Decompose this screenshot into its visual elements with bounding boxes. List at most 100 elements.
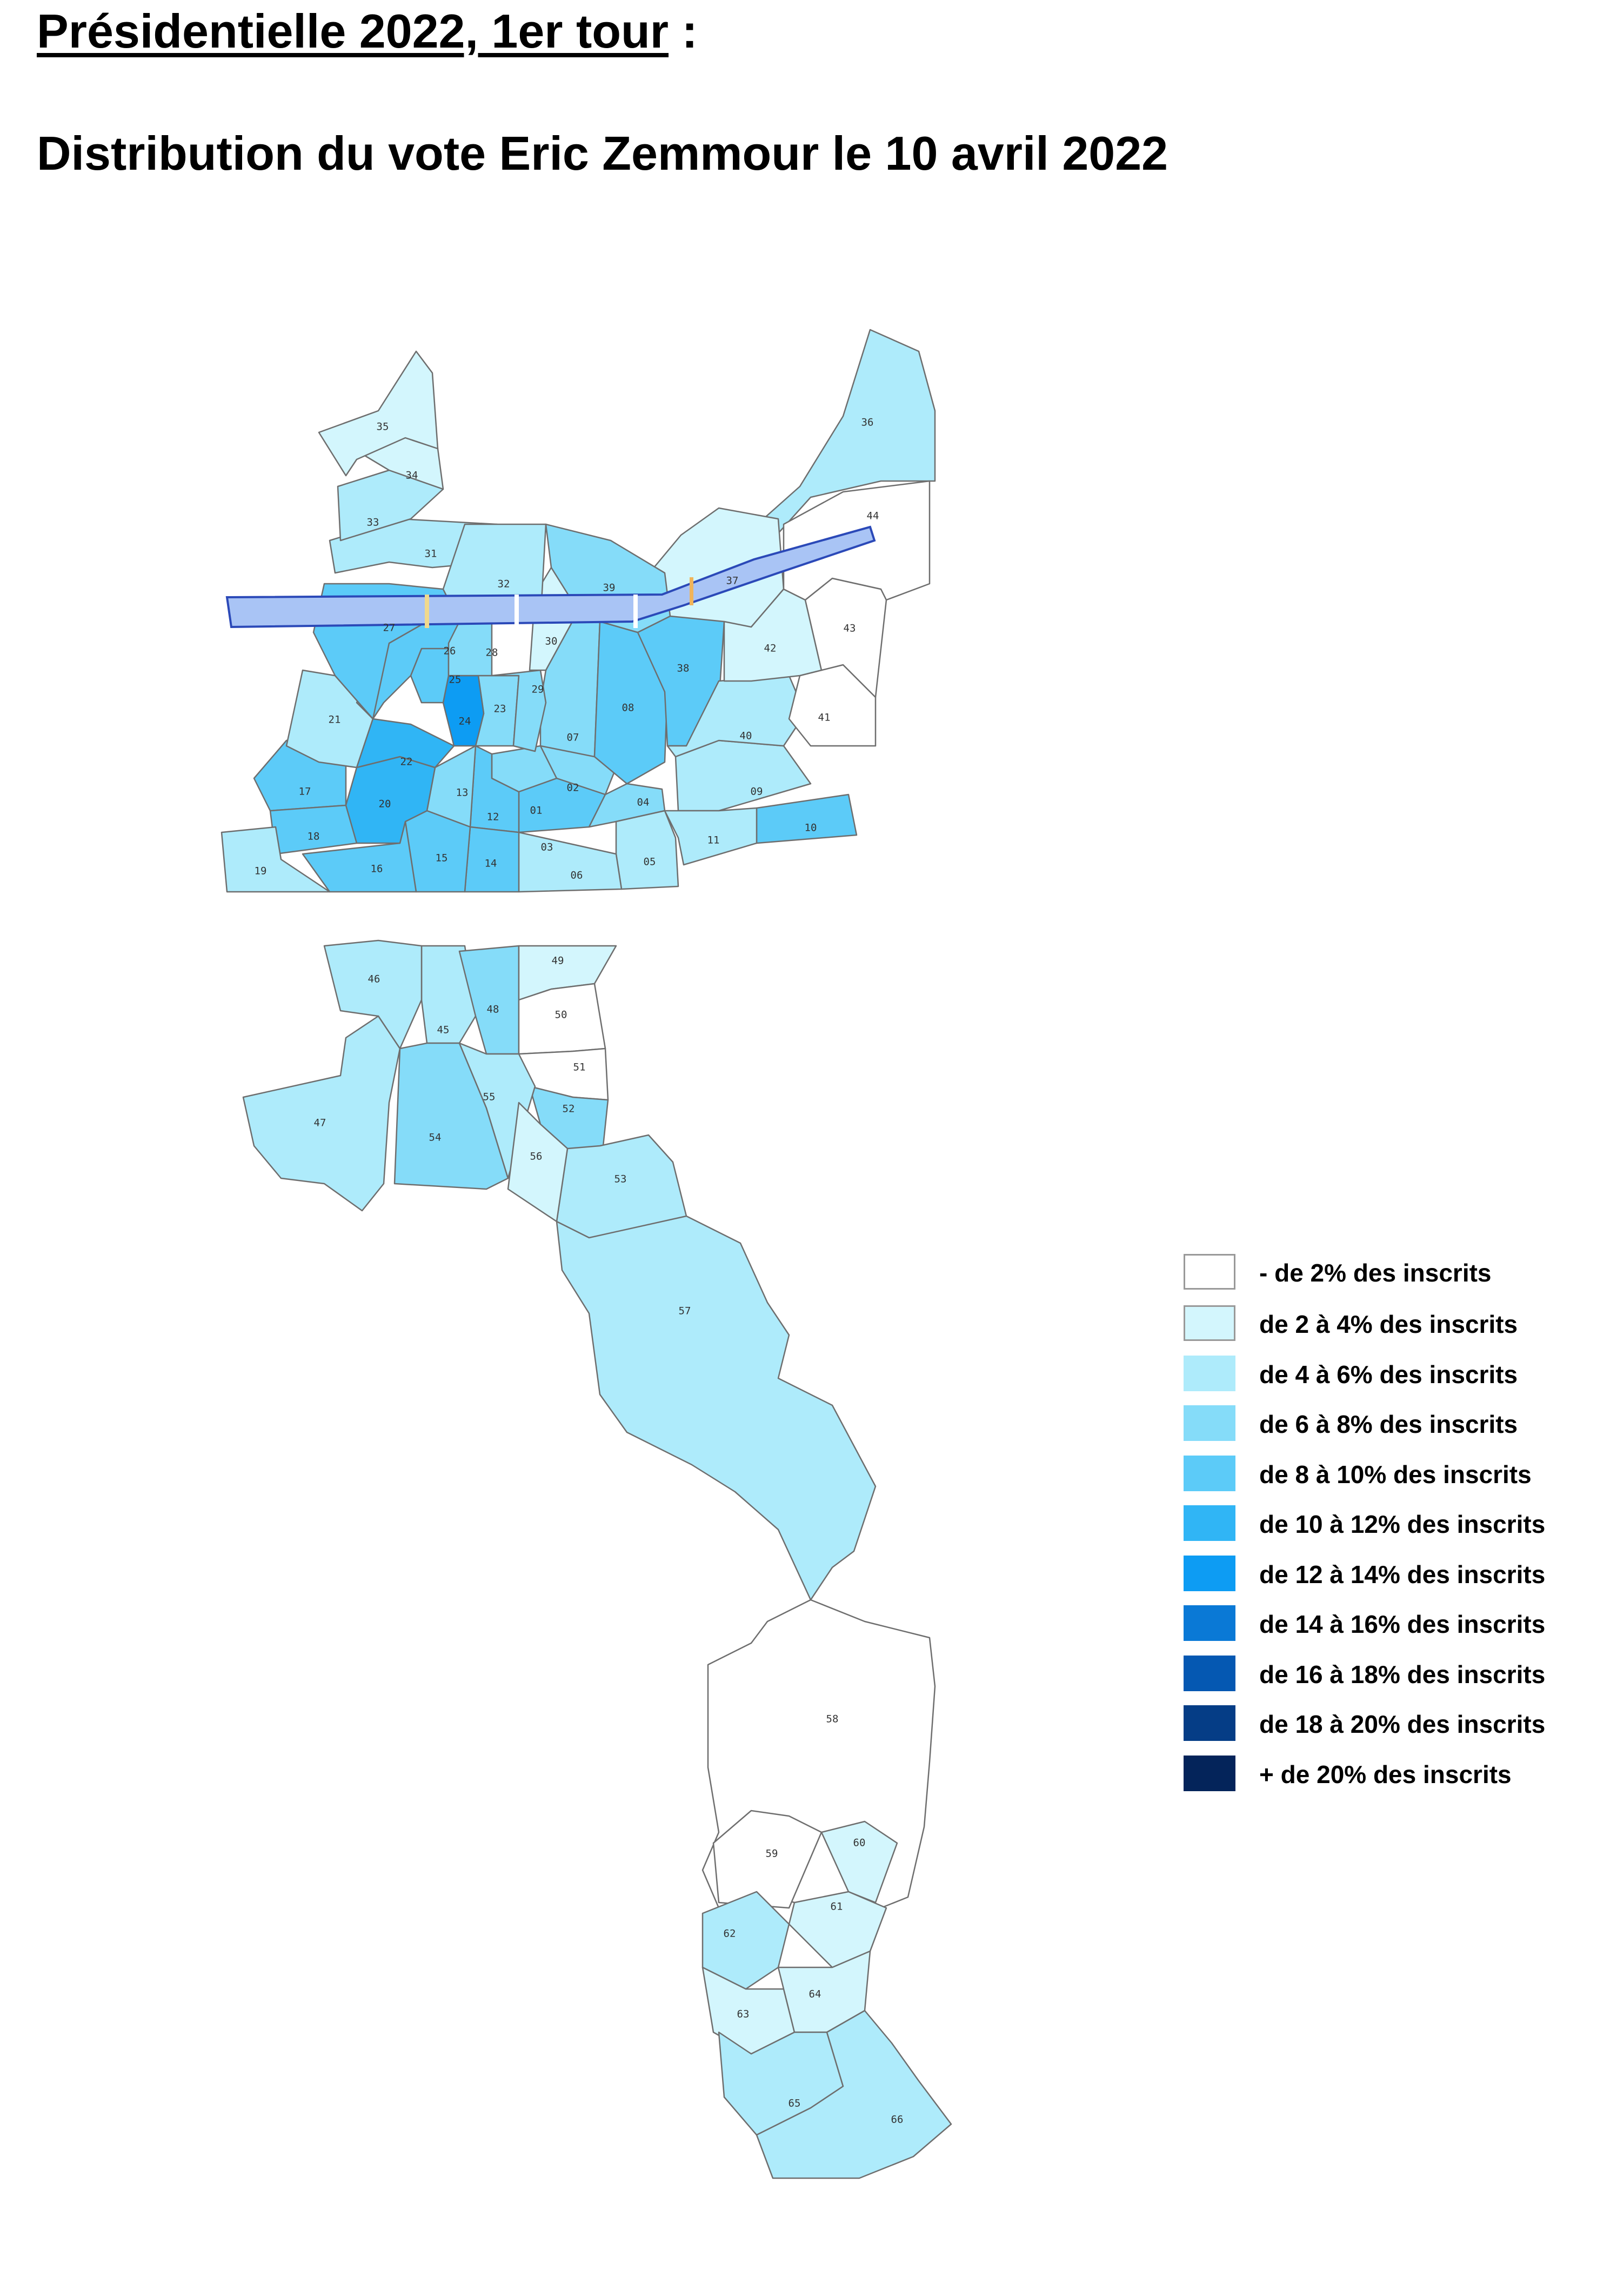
bureau-label-39: 39 — [603, 582, 616, 594]
bureau-label-54: 54 — [429, 1132, 442, 1144]
title-main: Présidentielle 2022, 1er tour — [37, 4, 669, 58]
bureau-60 — [820, 1820, 898, 1904]
bureau-11 — [664, 807, 758, 866]
bureau-15 — [404, 810, 471, 893]
bureau-label-28: 28 — [486, 647, 498, 659]
legend-label: de 12 à 14% des inscrits — [1259, 1560, 1546, 1588]
bureau-label-47: 47 — [314, 1117, 326, 1129]
bureau-label-22: 22 — [400, 756, 413, 768]
bureau-label-53: 53 — [614, 1173, 627, 1185]
bureau-label-34: 34 — [406, 470, 418, 482]
bureau-label-31: 31 — [425, 548, 437, 560]
bureau-label-48: 48 — [487, 1004, 499, 1016]
bureau-47 — [242, 1015, 401, 1212]
bureau-label-36: 36 — [861, 417, 874, 429]
bureau-56 — [507, 1102, 569, 1223]
legend-swatch — [1184, 1254, 1235, 1290]
bureau-label-42: 42 — [764, 643, 777, 655]
bureau-label-19: 19 — [255, 865, 267, 877]
bureau-label-02: 02 — [567, 782, 579, 794]
bureau-24 — [442, 675, 485, 747]
bureau-label-16: 16 — [371, 863, 383, 875]
bureau-label-49: 49 — [552, 955, 564, 967]
bureau-label-66: 66 — [891, 2114, 904, 2126]
bureau-33 — [337, 469, 444, 542]
bureau-36 — [718, 329, 936, 563]
bureau-label-08: 08 — [622, 702, 634, 714]
bureau-label-25: 25 — [449, 674, 462, 686]
legend-label: de 4 à 6% des inscrits — [1259, 1360, 1518, 1389]
bureau-label-13: 13 — [456, 787, 469, 799]
bureau-09 — [674, 739, 812, 812]
bureau-label-20: 20 — [379, 798, 391, 810]
legend-swatch — [1184, 1305, 1235, 1341]
legend-swatch — [1184, 1356, 1235, 1391]
bureau-label-40: 40 — [740, 730, 752, 742]
bureau-label-65: 65 — [789, 2098, 801, 2110]
bureau-label-27: 27 — [383, 622, 396, 634]
bureau-label-35: 35 — [377, 421, 389, 433]
bureau-35 — [318, 350, 439, 477]
legend-label: de 16 à 18% des inscrits — [1259, 1660, 1546, 1688]
bureau-label-26: 26 — [444, 645, 456, 657]
river-band — [225, 525, 876, 629]
bureau-06 — [518, 831, 623, 893]
bureau-label-10: 10 — [805, 822, 817, 834]
bridge-1 — [425, 595, 429, 628]
bureau-label-32: 32 — [498, 578, 510, 590]
bureau-46 — [323, 939, 423, 1050]
bridge-4 — [690, 577, 693, 605]
bureau-label-62: 62 — [724, 1928, 736, 1940]
legend-label: - de 2% des inscrits — [1259, 1259, 1492, 1287]
bureau-label-59: 59 — [766, 1848, 778, 1860]
bureau-label-60: 60 — [853, 1837, 866, 1849]
bureau-label-38: 38 — [677, 663, 690, 675]
legend-swatch — [1184, 1656, 1235, 1691]
bureau-label-51: 51 — [573, 1062, 586, 1073]
bureau-label-29: 29 — [532, 684, 544, 696]
bridge-2 — [514, 595, 519, 628]
bureau-label-58: 58 — [826, 1713, 839, 1725]
bureau-label-15: 15 — [436, 852, 448, 864]
bureau-label-63: 63 — [737, 2008, 750, 2020]
bureau-19 — [220, 826, 331, 893]
bureau-label-23: 23 — [494, 703, 506, 715]
bureau-label-01: 01 — [530, 805, 543, 817]
legend-swatch — [1184, 1605, 1235, 1641]
bureau-label-50: 50 — [555, 1009, 567, 1021]
bureau-label-41: 41 — [818, 712, 831, 724]
legend-label: de 6 à 8% des inscrits — [1259, 1410, 1518, 1438]
choropleth-map: 01 02 03 04 05 06 07 08 09 10 11 12 13 14 15 16 17 18 19 20… — [220, 329, 952, 2179]
bureau-label-07: 07 — [567, 732, 579, 744]
bureau-label-37: 37 — [726, 575, 739, 587]
bureau-16 — [302, 820, 417, 893]
bureau-label-17: 17 — [299, 786, 311, 798]
legend-label: + de 20% des inscrits — [1259, 1760, 1512, 1788]
legend-label: de 10 à 12% des inscrits — [1259, 1510, 1546, 1538]
legend-swatch — [1184, 1756, 1235, 1791]
bureau-label-64: 64 — [809, 1988, 821, 2000]
legend-label: de 2 à 4% des inscrits — [1259, 1310, 1518, 1338]
bureau-label-46: 46 — [368, 973, 380, 985]
bureau-label-21: 21 — [329, 714, 341, 726]
legend-label: de 18 à 20% des inscrits — [1259, 1710, 1546, 1738]
bureau-40 — [666, 675, 806, 758]
legend-label: de 8 à 10% des inscrits — [1259, 1460, 1532, 1489]
bridge-3 — [633, 595, 638, 628]
legend-swatch — [1184, 1405, 1235, 1441]
bureau-label-56: 56 — [530, 1151, 543, 1163]
bureau-57 — [556, 1215, 877, 1601]
bureau-22 — [356, 718, 455, 769]
page-subtitle: Distribution du vote Eric Zemmour le 10 … — [37, 126, 1168, 180]
bureau-label-45: 45 — [437, 1024, 450, 1036]
bureau-label-04: 04 — [637, 797, 650, 809]
legend-swatch — [1184, 1705, 1235, 1741]
bureau-label-61: 61 — [831, 1901, 843, 1913]
bureau-label-57: 57 — [679, 1305, 691, 1317]
title-suffix: : — [669, 4, 698, 58]
bureau-label-09: 09 — [751, 786, 763, 798]
bureau-05 — [615, 810, 679, 890]
bureau-label-52: 52 — [563, 1103, 575, 1115]
bureau-label-33: 33 — [367, 517, 379, 529]
bureau-label-12: 12 — [487, 811, 499, 823]
